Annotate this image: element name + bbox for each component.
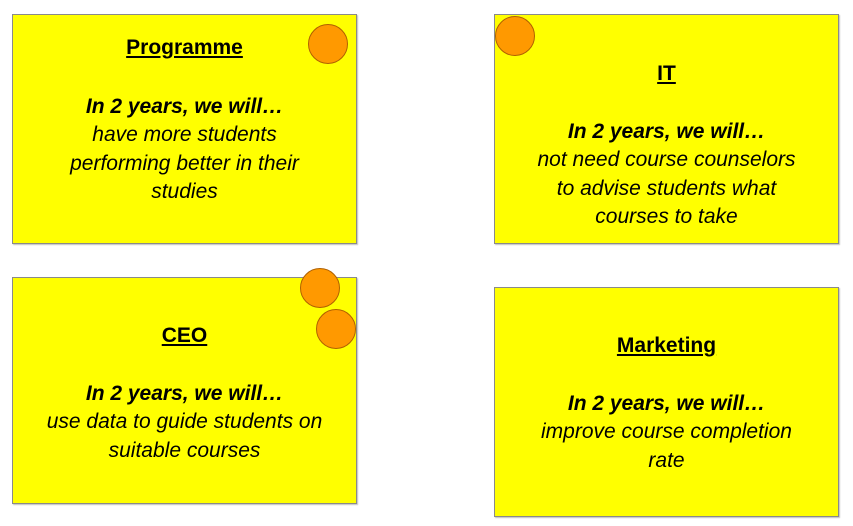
vote-dot-marker <box>495 16 535 56</box>
sticky-note-programme: Programme In 2 years, we will… have more… <box>12 14 357 244</box>
note-lead: In 2 years, we will… <box>567 120 766 143</box>
note-title: Programme <box>126 36 243 59</box>
note-line: studies <box>151 180 218 203</box>
note-line: improve course completion <box>541 420 792 443</box>
note-title: IT <box>657 62 676 85</box>
note-lead: In 2 years, we will… <box>85 382 284 405</box>
note-line: performing better in their <box>70 151 299 175</box>
vote-dot-marker <box>316 309 356 349</box>
note-lead: In 2 years, we will… <box>567 392 766 415</box>
note-line: have more students <box>92 123 277 146</box>
note-line: courses to take <box>595 205 738 228</box>
sticky-note-it: IT In 2 years, we will… not need course … <box>494 14 839 244</box>
note-line: suitable courses <box>108 438 261 462</box>
sticky-note-marketing: Marketing In 2 years, we will… improve c… <box>494 287 839 517</box>
note-line: to advise students what <box>556 176 777 200</box>
note-title: CEO <box>161 324 208 347</box>
note-line: rate <box>648 448 685 472</box>
note-title: Marketing <box>616 334 717 357</box>
note-line: not need course counselors <box>537 148 796 171</box>
note-lead: In 2 years, we will… <box>85 95 284 118</box>
vote-dot-marker <box>308 24 348 64</box>
note-line: use data to guide students on <box>46 410 323 433</box>
sticky-note-ceo: CEO In 2 years, we will… use data to gui… <box>12 277 357 504</box>
vote-dot-marker <box>300 268 340 308</box>
